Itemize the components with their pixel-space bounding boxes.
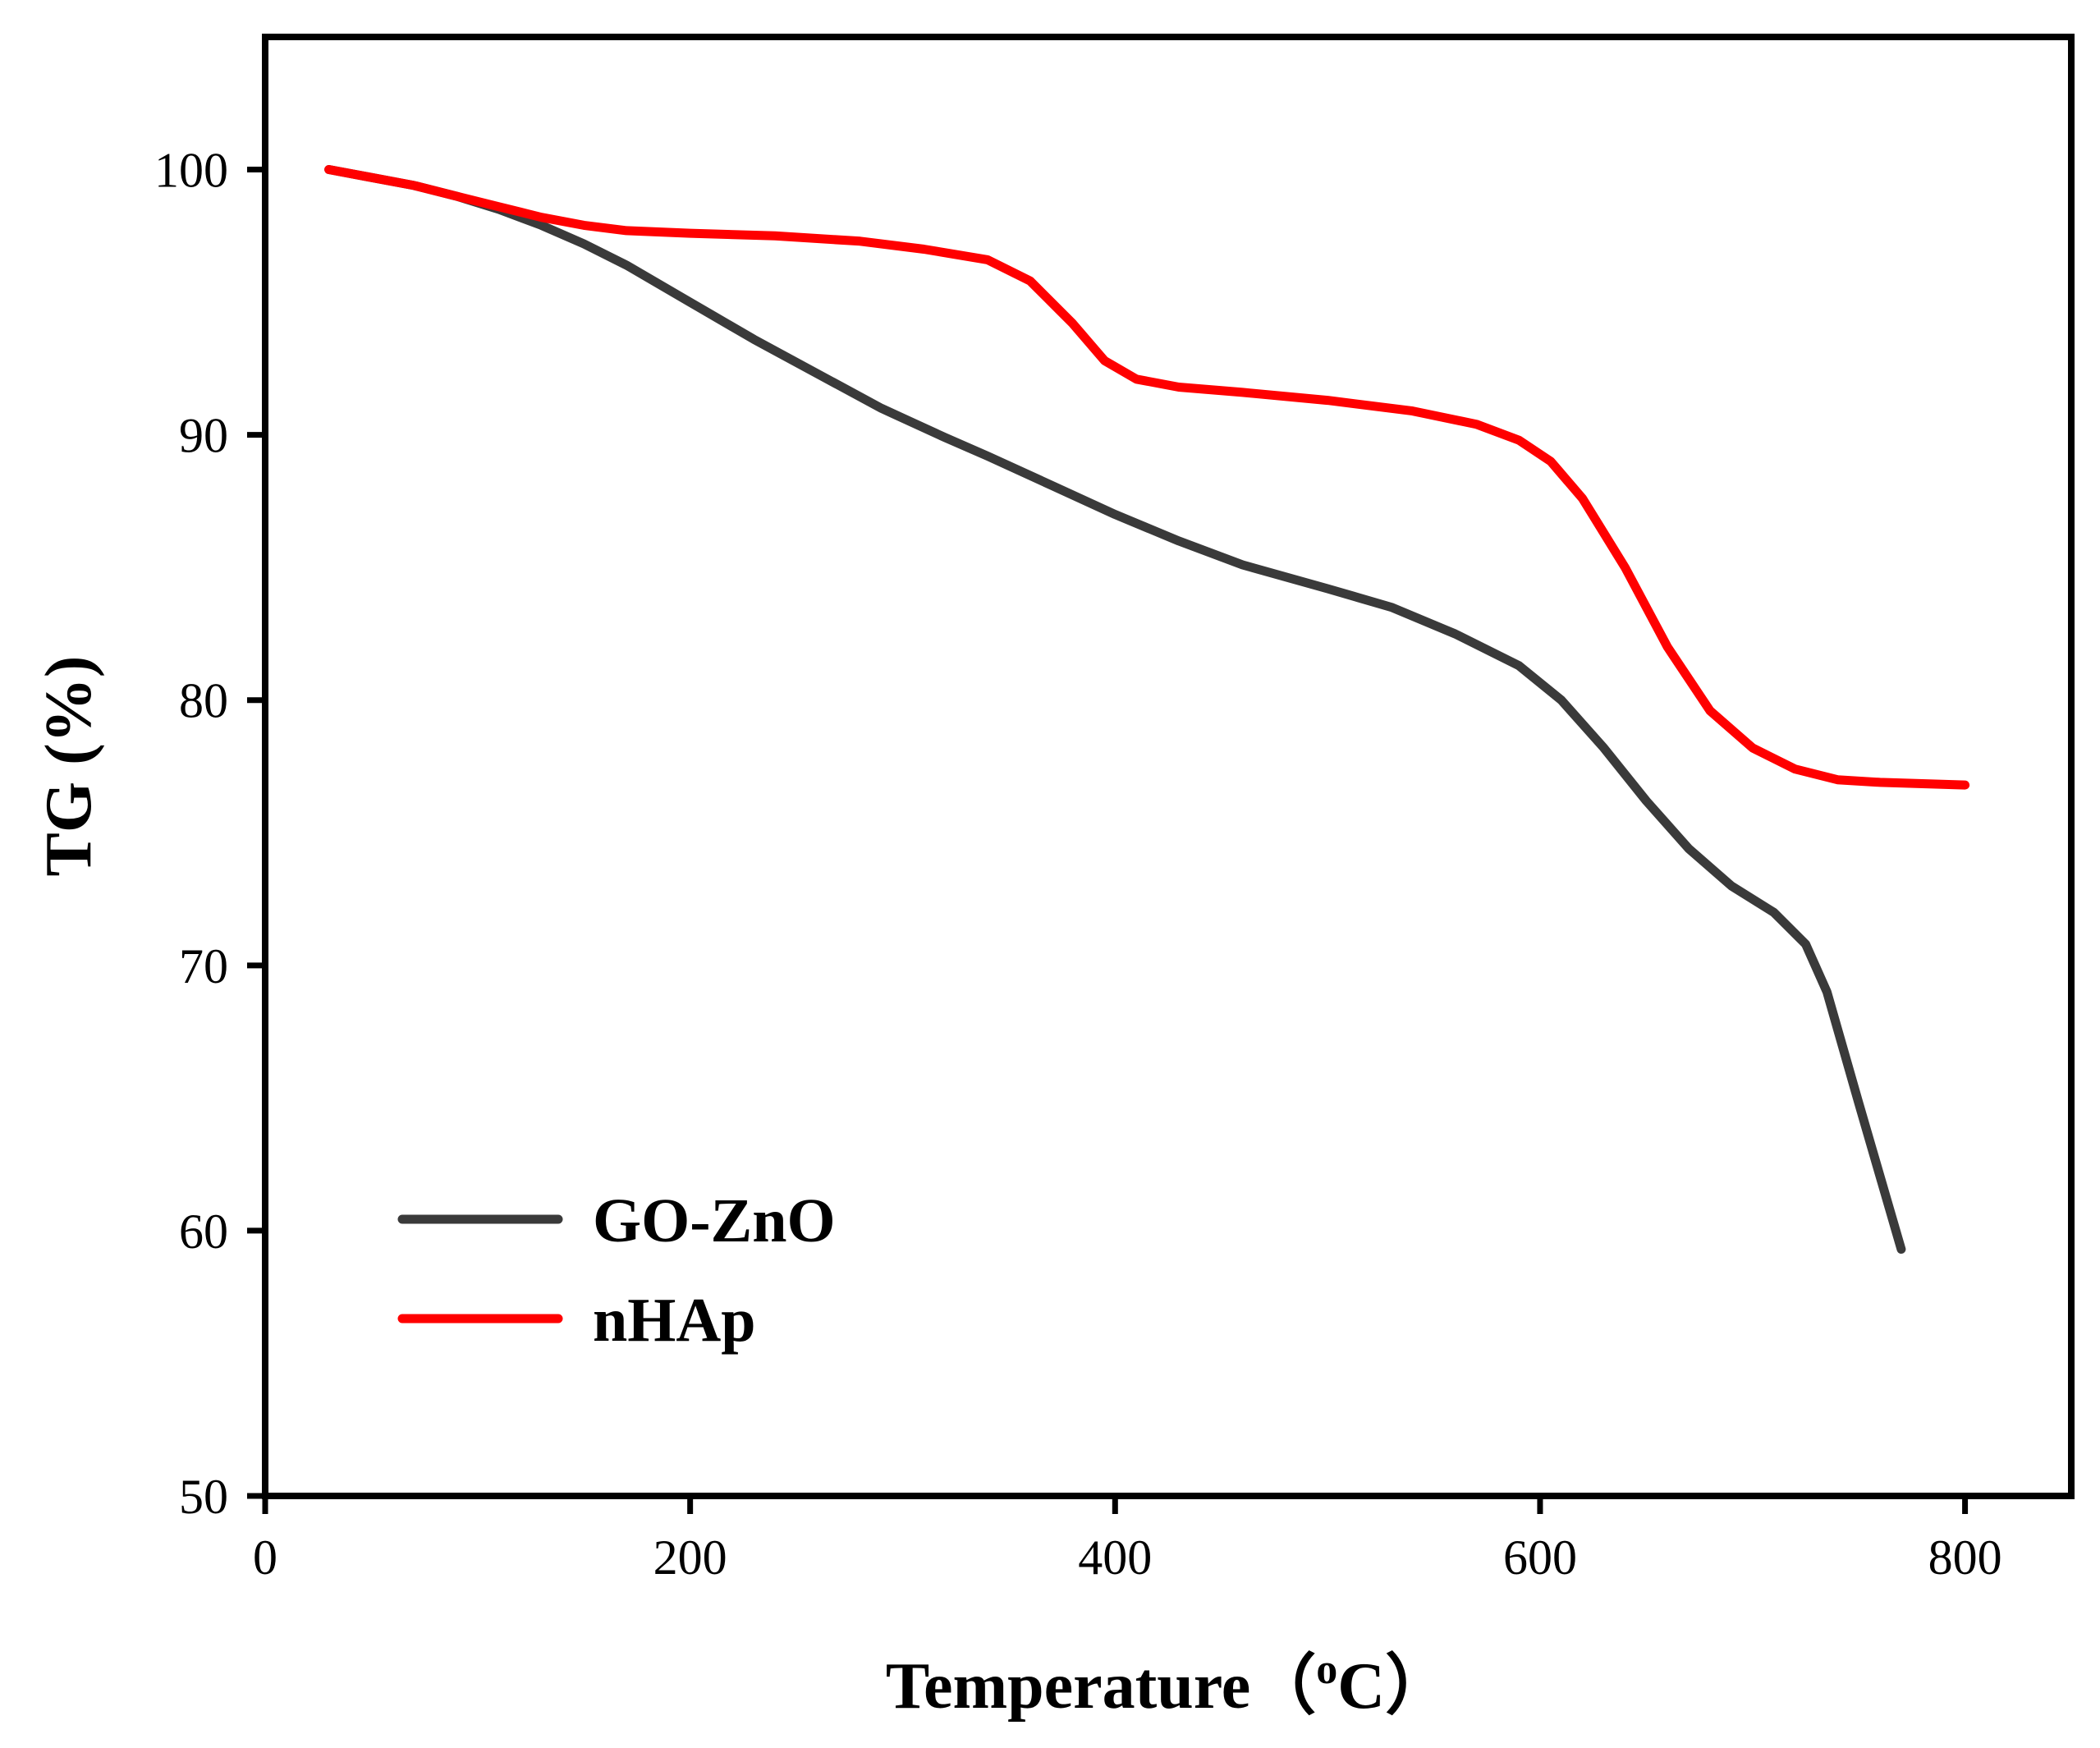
plot-frame bbox=[262, 34, 2075, 1499]
x-axis-title: Temperature（oC） bbox=[886, 1646, 1451, 1723]
series-line-nhap bbox=[324, 165, 1970, 790]
y-tick-label: 60 bbox=[179, 1204, 228, 1259]
legend-label-nhap: nHAp bbox=[593, 1286, 756, 1355]
y-tick-label: 100 bbox=[154, 144, 228, 198]
x-tick-label: 200 bbox=[653, 1530, 727, 1585]
y-tick-label: 70 bbox=[179, 939, 228, 993]
x-tick-label: 400 bbox=[1078, 1530, 1152, 1585]
series-line-go-zno bbox=[324, 165, 1906, 1254]
legend: GO-ZnO nHAp bbox=[397, 1186, 836, 1355]
y-tick-label: 50 bbox=[179, 1470, 228, 1524]
series-layer bbox=[324, 165, 1970, 1254]
x-tick-label: 800 bbox=[1928, 1530, 2002, 1585]
y-axis-title: TG (%) bbox=[33, 656, 105, 877]
x-axis-title-text: Temperature（ bbox=[886, 1650, 1316, 1723]
legend-label-go-zno: GO-ZnO bbox=[593, 1186, 836, 1255]
x-axis-unit: C） bbox=[1337, 1650, 1451, 1723]
x-tick-label: 600 bbox=[1503, 1530, 1577, 1585]
x-axis-unit-superscript: o bbox=[1316, 1646, 1337, 1693]
y-tick-label: 80 bbox=[179, 674, 228, 728]
x-tick-label: 0 bbox=[253, 1530, 277, 1585]
y-tick-label: 90 bbox=[179, 409, 228, 463]
